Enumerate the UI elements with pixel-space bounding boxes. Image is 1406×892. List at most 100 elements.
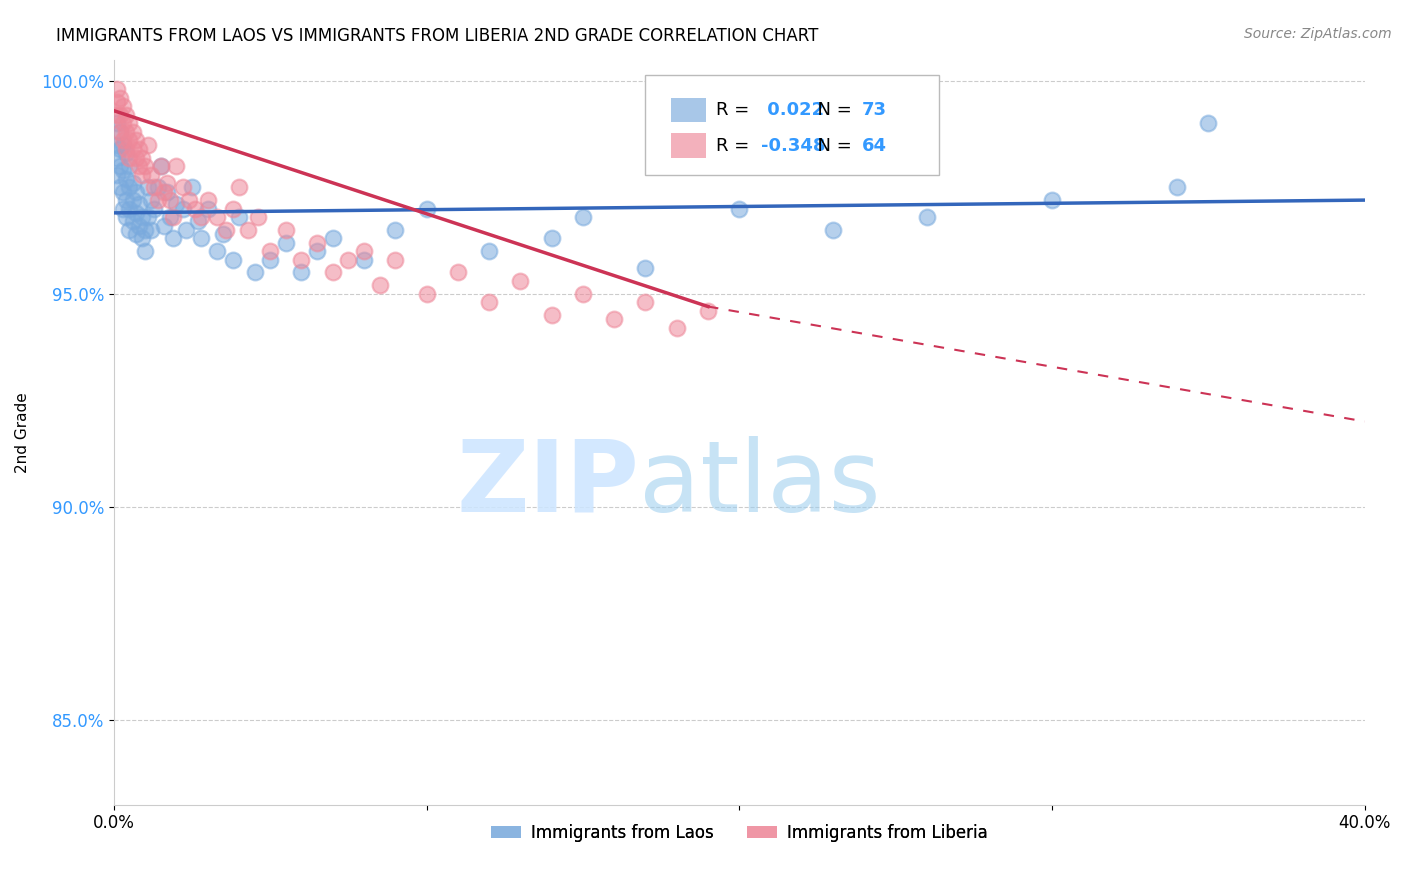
Point [215,223,238,237]
Point [197,193,219,207]
Point [509,274,531,288]
Point [697,303,720,318]
Point [105,168,128,182]
Point [221,252,243,267]
Point [121,142,143,156]
Point [634,295,657,310]
Point [162,210,184,224]
Point [159,210,181,224]
Point [143,180,166,194]
Point [115,171,138,186]
FancyBboxPatch shape [645,75,939,175]
Point [603,312,626,326]
Point [228,210,250,224]
Point [118,159,141,173]
Point [259,244,281,259]
Text: 64: 64 [862,137,887,155]
Text: N =: N = [806,102,858,120]
Point [165,197,187,211]
Point [243,265,266,279]
Point [108,125,131,139]
Point [134,244,156,259]
Point [415,202,437,216]
Point [353,244,375,259]
Point [190,231,212,245]
Point [228,180,250,194]
Point [108,159,131,173]
Point [1166,180,1188,194]
Point [118,116,141,130]
Point [118,202,141,216]
Point [184,202,207,216]
Point [112,137,135,152]
Point [205,244,228,259]
Point [121,193,143,207]
Point [136,180,159,194]
Point [572,210,595,224]
Point [307,235,329,250]
Point [572,286,595,301]
Point [115,142,138,156]
Text: Source: ZipAtlas.com: Source: ZipAtlas.com [1244,27,1392,41]
Point [128,197,150,211]
Text: N =: N = [806,137,858,155]
Text: -0.348: -0.348 [761,137,825,155]
Point [115,125,138,139]
Point [141,223,163,237]
Point [478,295,501,310]
Point [125,227,148,242]
Point [112,163,135,178]
Point [105,151,128,165]
Point [540,231,562,245]
Point [540,308,562,322]
Point [165,159,187,173]
Text: ZIP: ZIP [457,436,640,533]
Point [415,286,437,301]
Text: R =: R = [716,102,755,120]
Point [290,252,312,267]
Point [238,223,260,237]
Point [384,223,406,237]
Point [322,265,344,279]
Point [274,223,297,237]
Point [259,252,281,267]
Point [156,185,179,199]
Point [384,252,406,267]
Text: IMMIGRANTS FROM LAOS VS IMMIGRANTS FROM LIBERIA 2ND GRADE CORRELATION CHART: IMMIGRANTS FROM LAOS VS IMMIGRANTS FROM … [56,27,818,45]
Point [322,231,344,245]
Point [108,125,131,139]
Point [177,193,200,207]
Point [205,210,228,224]
Point [134,159,156,173]
Point [1040,193,1063,207]
Point [108,180,131,194]
Legend: Immigrants from Laos, Immigrants from Liberia: Immigrants from Laos, Immigrants from Li… [484,817,994,848]
Point [141,193,163,207]
Point [307,244,329,259]
Point [146,193,169,207]
Point [105,137,128,152]
Point [634,261,657,276]
Point [105,82,128,96]
Point [187,214,209,228]
Text: 73: 73 [862,102,887,120]
Point [190,210,212,224]
Text: atlas: atlas [640,436,882,533]
Point [115,146,138,161]
Point [131,151,153,165]
Point [174,223,197,237]
Point [108,108,131,122]
Point [146,180,169,194]
Point [353,252,375,267]
Point [136,210,159,224]
Point [162,231,184,245]
Point [105,95,128,110]
Point [274,235,297,250]
Point [115,193,138,207]
Point [143,202,166,216]
Point [105,108,128,122]
Point [153,185,176,199]
Point [290,265,312,279]
Point [118,223,141,237]
Point [125,185,148,199]
